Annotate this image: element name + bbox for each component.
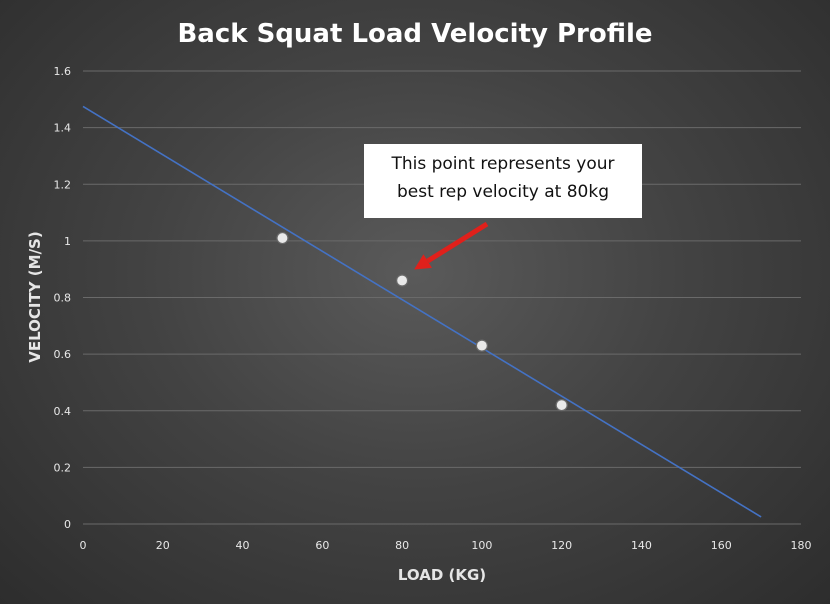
- x-tick-label: 80: [395, 539, 409, 552]
- x-tick-label: 140: [631, 539, 652, 552]
- x-tick-label: 160: [711, 539, 732, 552]
- x-tick-label: 60: [315, 539, 329, 552]
- y-tick-label: 1: [64, 235, 71, 248]
- y-tick-label: 1.4: [54, 122, 72, 135]
- x-axis-title: LOAD (KG): [398, 566, 486, 584]
- y-tick-label: 0.2: [54, 461, 72, 474]
- y-tick-label: 0: [64, 518, 71, 531]
- annotation-line-1: This point represents your: [391, 154, 615, 174]
- data-points: [276, 231, 568, 412]
- x-tick-label: 0: [80, 539, 87, 552]
- x-tick-label: 180: [791, 539, 812, 552]
- data-point: [276, 231, 289, 245]
- chart-title: Back Squat Load Velocity Profile: [177, 19, 652, 49]
- x-tick-label: 120: [551, 539, 572, 552]
- trendline: [82, 105, 762, 518]
- data-point: [396, 274, 409, 287]
- y-axis-title: VELOCITY (M/S): [26, 231, 44, 362]
- y-tick-label: 0.6: [54, 348, 72, 361]
- y-axis-ticks: 0 0.2 0.4 0.6 0.8 1 1.2 1.4 1.6: [54, 65, 72, 531]
- y-tick-label: 1.6: [54, 65, 72, 78]
- x-axis-ticks: 0 20 40 60 80 100 120 140 160 180: [80, 539, 812, 552]
- arrow-shaft: [426, 221, 489, 264]
- annotation-callout: This point represents your best rep velo…: [364, 144, 642, 218]
- arrow-head: [414, 254, 432, 270]
- x-tick-label: 20: [156, 539, 170, 552]
- data-point: [555, 398, 568, 412]
- data-point: [475, 339, 488, 352]
- annotation-line-2: best rep velocity at 80kg: [396, 182, 610, 202]
- y-tick-label: 0.4: [54, 405, 72, 418]
- y-tick-label: 1.2: [54, 178, 72, 191]
- callout-arrow: [414, 221, 489, 270]
- x-tick-label: 40: [236, 539, 250, 552]
- x-tick-label: 100: [471, 539, 492, 552]
- trendline-group: [82, 105, 762, 518]
- gridlines: [83, 70, 801, 525]
- y-tick-label: 0.8: [54, 292, 72, 305]
